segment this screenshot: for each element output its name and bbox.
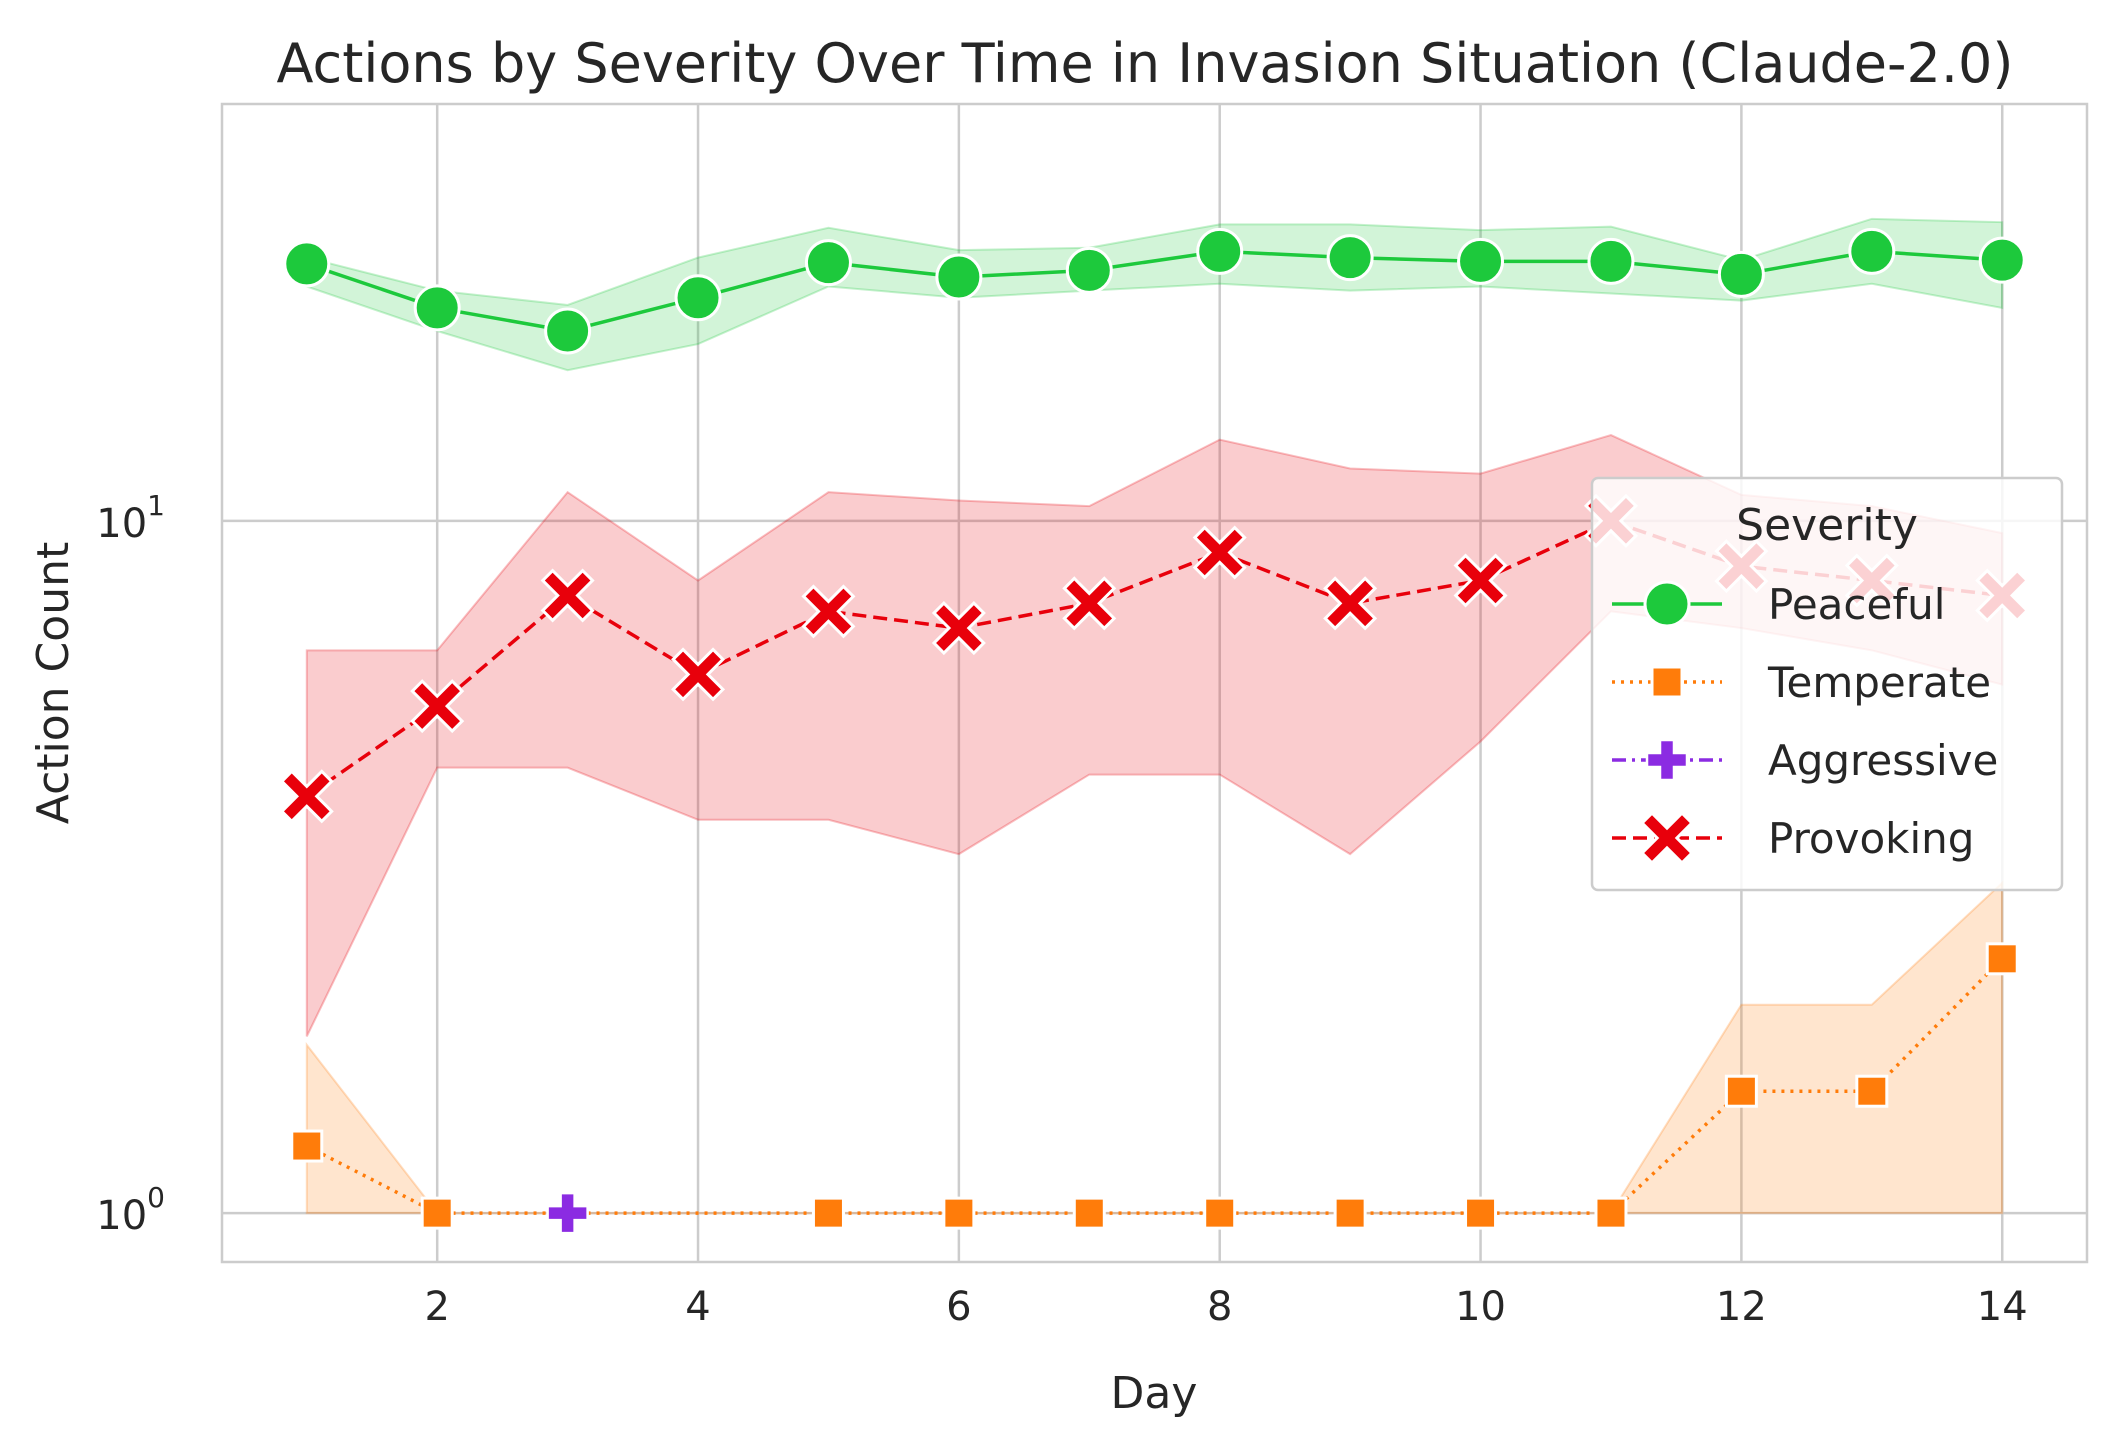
provoking-data-point [410,679,465,734]
x-tick-label: 6 [946,1284,971,1330]
legend-entry-peaceful: Peaceful [1612,580,1945,629]
provoking-data-point [540,568,595,623]
legend-label: Temperate [1767,658,1991,707]
peaceful-data-point [935,253,983,301]
confidence-bands [305,217,2004,1215]
peaceful-data-point [1978,236,2026,284]
legend-label: Aggressive [1768,736,1998,785]
peaceful-data-point [804,239,852,287]
y-axis-ticks: 100 101 [96,489,165,1239]
peaceful-data-point [1457,237,1505,285]
x-tick-label: 14 [1977,1284,2028,1330]
y-tick-label: 101 [96,489,165,547]
legend-label: Peaceful [1768,580,1945,629]
legend: Severity Peaceful Temperate Aggressive Prov… [1590,476,2064,892]
legend-label: Provoking [1768,814,1974,863]
peaceful-data-point [413,284,461,332]
temperate-data-point [811,1196,845,1230]
x-tick-label: 10 [1455,1284,1506,1330]
x-axis-label: Day [1111,1368,1198,1419]
provoking-data-point [931,601,986,656]
peaceful-data-point [283,240,331,288]
legend-entry-provoking: Provoking [1612,810,1974,866]
temperate-data-point [1464,1196,1498,1230]
temperate-data-point [420,1196,454,1230]
plot-frame [220,102,2089,1264]
temperate-data-point [1855,1074,1889,1108]
temperate-data-point [1985,942,2019,976]
legend-marker-peaceful [1643,580,1691,628]
provoking-data-point [1453,553,1508,608]
x-tick-label: 12 [1716,1284,1767,1330]
provoking-data-point [1323,576,1378,631]
series-markers [279,227,2030,1235]
temperate-data-point [290,1129,324,1163]
x-tick-label: 4 [685,1284,710,1330]
peaceful-data-point [1848,227,1896,275]
temperate-data-point [1724,1074,1758,1108]
aggressive-data-point [546,1191,589,1235]
provoking-data-point [801,584,856,639]
temperate-data-point [1594,1196,1628,1230]
peaceful-data-point [1326,234,1374,282]
chart-title: Actions by Severity Over Time in Invasio… [277,32,2014,95]
peaceful-data-point [1065,246,1113,294]
peaceful-data-point [544,307,592,355]
temperate-data-point [942,1196,976,1230]
x-tick-label: 8 [1207,1284,1232,1330]
provoking-data-point [279,769,334,824]
provoking-data-point [671,647,726,702]
temperate-data-point [1203,1196,1237,1230]
provoking-data-point [1192,525,1247,580]
peaceful-data-point [1717,250,1765,298]
legend-entries: Peaceful Temperate Aggressive Provoking [1612,580,1998,866]
peaceful-data-point [1587,237,1635,285]
legend-entry-aggressive: Aggressive [1612,736,1998,785]
legend-marker-aggressive [1645,738,1689,782]
x-axis-ticks: 2 4 6 8 10 12 14 [424,1284,2027,1330]
y-axis-label: Action Count [28,542,79,824]
peaceful-data-point [674,274,722,322]
temperate-data-point [1333,1196,1367,1230]
x-tick-label: 2 [424,1284,449,1330]
legend-marker-temperate [1650,665,1684,699]
legend-box [1590,476,2064,892]
legend-title: Severity [1736,500,1918,551]
legend-marker-provoking [1639,810,1695,866]
peaceful-data-point [1196,227,1244,275]
peaceful-confidence-band [305,217,2004,372]
provoking-data-point [1062,576,1117,631]
y-tick-label: 100 [96,1181,165,1239]
temperate-data-point [1072,1196,1106,1230]
legend-entry-temperate: Temperate [1612,658,1991,707]
